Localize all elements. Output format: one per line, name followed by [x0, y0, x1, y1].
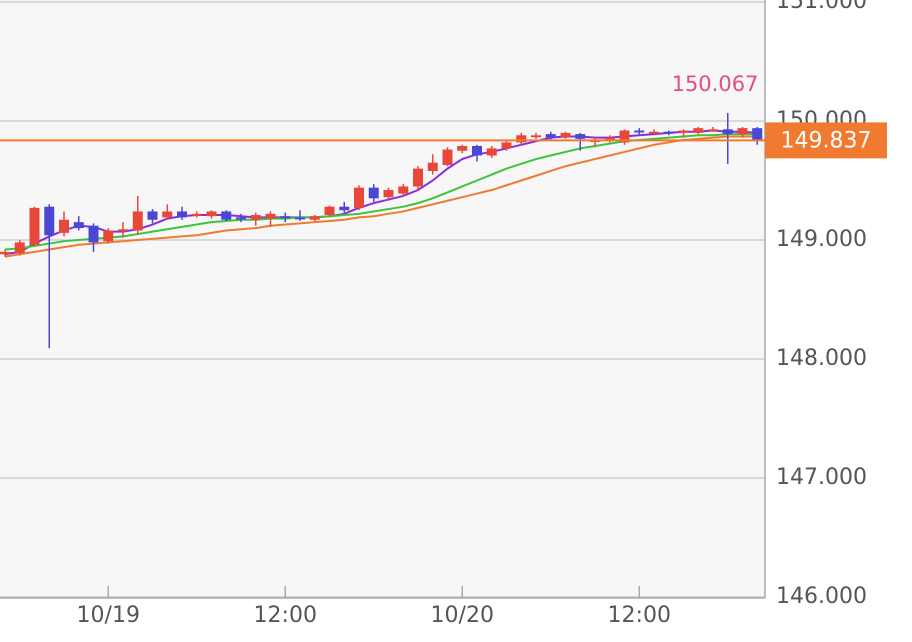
candle-body — [118, 229, 128, 232]
candle-body — [147, 211, 158, 220]
candle-body — [265, 213, 276, 219]
candle-body — [73, 222, 84, 229]
candle-body — [708, 129, 718, 132]
candle-body — [516, 135, 527, 143]
candle-body — [737, 128, 748, 135]
candle-body — [280, 216, 291, 219]
candle-body — [191, 213, 202, 216]
candle-body — [14, 242, 25, 254]
candle-body — [634, 130, 645, 133]
candle-body — [368, 187, 379, 199]
x-tick-label: 12:00 — [608, 603, 671, 628]
candle-body — [722, 129, 733, 135]
y-tick-label: 148.000 — [776, 346, 867, 371]
moving-average-line — [4, 129, 758, 256]
x-tick-label: 10/19 — [77, 603, 140, 628]
candle-body — [354, 187, 364, 208]
y-tick-label: 147.000 — [776, 465, 867, 490]
y-tick-label: 149.000 — [776, 227, 867, 252]
candle-body — [162, 211, 173, 218]
x-tick-label: 10/20 — [431, 603, 494, 628]
plot-background — [0, 0, 765, 598]
candle-body — [619, 130, 630, 143]
candle-body — [339, 206, 350, 211]
y-tick-label: 146.000 — [776, 584, 867, 609]
candle-body — [560, 132, 571, 138]
x-tick-label: 12:00 — [254, 603, 317, 628]
candle-body — [398, 186, 409, 194]
candle-body — [59, 219, 69, 233]
candle-body — [132, 211, 143, 231]
candle-body — [545, 134, 556, 138]
candle-body — [649, 131, 659, 134]
y-tick-label: 151.000 — [776, 0, 867, 14]
candle-body — [752, 128, 763, 141]
candle-body — [250, 215, 261, 220]
candle-body — [413, 168, 423, 187]
max-marker-label: 150.067 — [672, 72, 759, 96]
current-price-box — [765, 122, 887, 159]
moving-average-line — [4, 135, 758, 258]
candle-body — [88, 225, 99, 243]
candle-body — [442, 149, 453, 166]
candle-body — [177, 211, 187, 218]
candle-body — [29, 207, 40, 245]
candle-body — [236, 217, 246, 220]
candle-body — [693, 128, 704, 133]
current-price-label: 149.837 — [781, 128, 872, 153]
candle-body — [457, 145, 468, 151]
candle-body — [44, 206, 55, 236]
candle-body — [221, 211, 232, 220]
candle-body — [663, 131, 674, 134]
candle-body — [575, 134, 586, 139]
candle-body — [531, 135, 541, 138]
candle-body — [678, 130, 689, 133]
candle-body — [604, 137, 615, 140]
candle-body — [295, 217, 305, 220]
candle-body — [206, 211, 217, 217]
candle-body — [324, 206, 335, 216]
candle-body — [427, 162, 438, 171]
candle-body — [501, 142, 512, 149]
candle-body — [486, 148, 497, 156]
candle-body — [0, 251, 10, 255]
candle-body — [103, 230, 114, 242]
candle-body — [472, 145, 482, 156]
candle-body — [383, 190, 394, 198]
candle-body — [309, 216, 320, 220]
